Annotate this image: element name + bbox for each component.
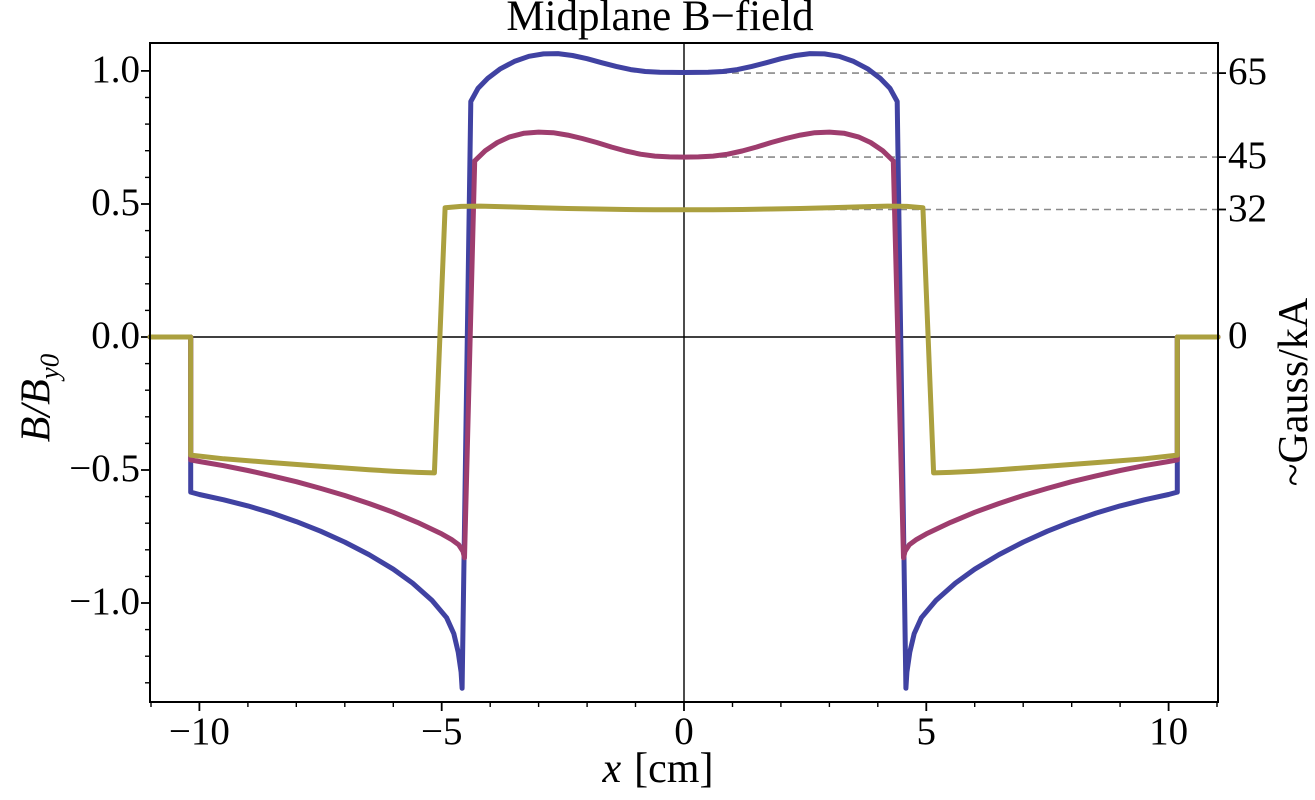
right-axis-tick-label: 0 [1228,313,1248,357]
x-axis-label: x [cm] [603,747,714,791]
x-axis-tick-label: −5 [420,710,463,753]
curve-32 [147,203,1221,476]
x-axis-tick-label: 10 [1149,710,1189,753]
y-axis-tick-label: 0.5 [91,180,140,224]
y-axis-tick-label: 1.0 [91,47,140,91]
x-axis-tick-label: 5 [916,710,937,753]
x-axis-label-variable: x [602,746,622,792]
plot-title: Midplane B−field [506,0,814,40]
plot-frame [149,42,1219,703]
curve-65 [147,51,1221,691]
y-axis-label-subscript: y0 [34,353,65,380]
x-axis-tick-label: −10 [168,710,230,753]
y-axis-label: B/By0 [12,354,65,442]
y-axis-tick-label: 0.0 [91,313,140,357]
curve-45 [147,129,1221,561]
right-axis-tick-label: 65 [1228,50,1267,94]
right-axis-tick-label: 45 [1228,134,1267,178]
x-axis-tick-label: 0 [674,710,694,753]
right-axis-tick-label: 32 [1228,186,1267,230]
y-axis-label-main: B/B [13,379,60,443]
x-axis-label-unit: [cm] [634,746,714,792]
y-axis-tick-label: −1.0 [69,580,140,624]
right-axis-label: ~Gauss/kA [1271,297,1315,487]
y-axis-tick-label: −0.5 [69,447,140,490]
